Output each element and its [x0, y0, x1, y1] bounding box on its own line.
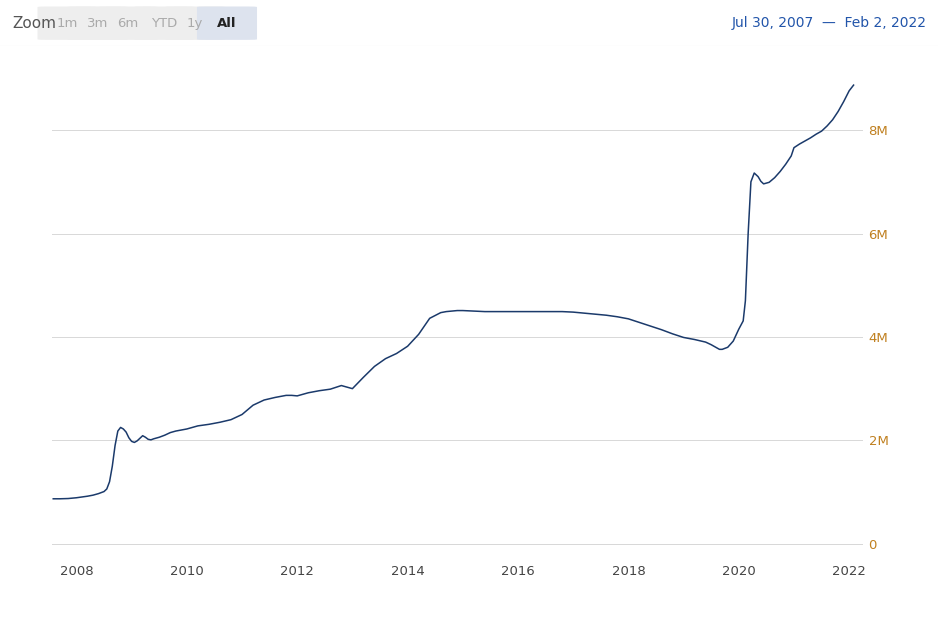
FancyBboxPatch shape — [134, 6, 194, 40]
Text: 1y: 1y — [187, 17, 204, 30]
Text: YTD: YTD — [151, 17, 177, 30]
Text: Jul 30, 2007  —  Feb 2, 2022: Jul 30, 2007 — Feb 2, 2022 — [732, 16, 927, 30]
FancyBboxPatch shape — [165, 6, 225, 40]
FancyBboxPatch shape — [38, 6, 98, 40]
FancyBboxPatch shape — [98, 6, 158, 40]
FancyBboxPatch shape — [197, 6, 257, 40]
Text: 1m: 1m — [57, 17, 78, 30]
Text: Zoom: Zoom — [12, 15, 56, 31]
Text: All: All — [218, 17, 236, 30]
Text: 6m: 6m — [117, 17, 138, 30]
Text: 3m: 3m — [87, 17, 108, 30]
FancyBboxPatch shape — [68, 6, 128, 40]
